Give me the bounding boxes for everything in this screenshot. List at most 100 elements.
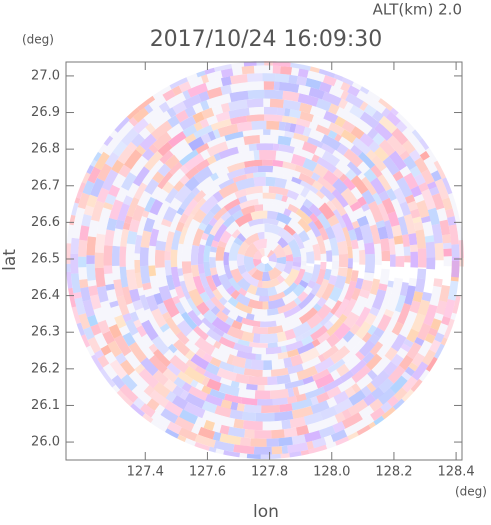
field-cell [302,141,318,155]
field-cell [153,159,164,172]
field-cell [212,326,225,337]
field-cell [188,288,204,307]
field-cell [361,176,377,196]
field-cell [452,295,462,314]
field-cell [253,176,266,187]
field-cell [67,287,77,308]
field-cell [141,319,159,341]
field-cell [236,403,245,412]
field-cell [158,285,172,302]
field-cell [218,146,239,160]
field-cell [245,192,263,201]
field-cell [94,151,110,171]
field-cell [333,79,344,89]
field-cell [329,237,339,256]
field-cell [155,240,167,251]
field-cell [224,131,244,142]
field-cell [398,354,414,371]
field-cell [225,220,240,235]
field-cell [210,296,226,312]
field-cell [311,172,321,182]
field-cell [136,95,156,111]
field-cell [364,253,376,274]
field-cell [85,345,95,357]
field-cell [206,96,222,109]
field-cell [304,430,322,443]
field-cell [167,115,180,128]
field-cell [125,243,136,259]
field-cell [225,154,237,167]
field-cell [243,135,260,145]
field-cell [244,429,255,439]
field-cell [83,326,95,340]
field-cell [171,312,185,326]
field-cell [181,382,192,393]
field-cell [164,187,179,204]
field-cell [394,243,405,257]
field-cell [238,287,248,297]
field-cell [236,277,251,292]
field-cell [390,353,404,367]
field-cell [192,208,207,224]
field-cell [190,197,207,216]
field-cell [361,279,373,292]
field-cell [262,73,276,82]
field-cell [333,322,351,341]
field-cell [443,248,452,257]
field-cell [255,412,275,422]
field-cell [288,74,298,85]
field-cell [220,76,232,87]
field-cell [354,306,371,328]
field-cell [347,246,353,259]
field-cell [285,340,304,352]
field-cell [184,438,196,447]
field-cell [430,170,442,182]
field-cell [124,351,142,370]
field-cell [316,235,327,255]
field-cell [377,314,392,332]
field-cell [281,318,303,332]
field-cell [87,166,101,184]
field-cell [267,260,277,269]
field-cell [76,322,86,337]
field-cell [252,238,268,251]
field-cell [352,248,360,263]
field-cell [196,301,210,316]
field-cell [213,206,228,221]
field-cell [317,176,336,194]
field-cell [174,416,195,432]
field-cell [265,346,282,355]
field-cell [177,371,194,385]
field-cell [409,165,422,178]
field-cell [308,220,322,238]
field-cell [266,438,279,447]
field-cell [423,304,438,327]
field-cell [358,289,371,299]
field-cell [172,295,181,305]
field-cell [462,279,464,289]
field-cell [336,363,350,377]
field-cell [193,121,203,132]
field-cell [126,182,140,199]
field-cell [355,351,365,361]
field-cell [402,234,410,247]
field-cell [167,168,186,187]
field-cell [328,286,343,303]
field-cell [347,399,368,417]
field-cell [395,256,405,267]
field-cell [90,294,102,310]
field-cell [271,358,285,370]
field-cell [139,294,150,311]
field-cell [284,130,295,139]
field-cell [400,343,411,353]
field-cell [297,84,311,96]
field-cell [136,216,148,236]
field-cell [205,362,220,376]
field-cell [287,442,309,454]
field-cell [209,246,218,253]
field-cell [154,249,165,268]
field-cell [237,264,247,275]
field-cell [404,285,416,306]
field-cell [344,386,356,398]
field-cell [334,298,350,319]
